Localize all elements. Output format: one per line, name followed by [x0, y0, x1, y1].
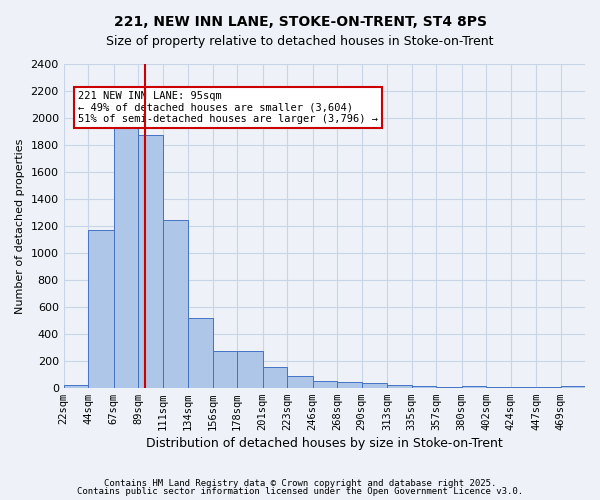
Bar	[313, 381, 337, 388]
Text: Contains HM Land Registry data © Crown copyright and database right 2025.: Contains HM Land Registry data © Crown c…	[104, 478, 496, 488]
Bar	[486, 387, 511, 388]
Y-axis label: Number of detached properties: Number of detached properties	[15, 138, 25, 314]
Bar	[287, 376, 313, 388]
Bar	[212, 350, 237, 388]
Text: Contains public sector information licensed under the Open Government Licence v3: Contains public sector information licen…	[77, 487, 523, 496]
Bar	[163, 220, 188, 388]
Text: 221, NEW INN LANE, STOKE-ON-TRENT, ST4 8PS: 221, NEW INN LANE, STOKE-ON-TRENT, ST4 8…	[113, 15, 487, 29]
Bar	[88, 230, 113, 388]
Text: 221 NEW INN LANE: 95sqm
← 49% of detached houses are smaller (3,604)
51% of semi: 221 NEW INN LANE: 95sqm ← 49% of detache…	[78, 91, 378, 124]
Bar	[263, 367, 287, 388]
Bar	[362, 383, 387, 388]
Bar	[237, 352, 263, 388]
Bar	[461, 386, 486, 388]
Bar	[436, 387, 461, 388]
Bar	[64, 385, 88, 388]
Bar	[188, 318, 212, 388]
Bar	[337, 382, 362, 388]
Bar	[412, 386, 436, 388]
X-axis label: Distribution of detached houses by size in Stoke-on-Trent: Distribution of detached houses by size …	[146, 437, 503, 450]
Bar	[387, 385, 412, 388]
Bar	[138, 136, 163, 388]
Text: Size of property relative to detached houses in Stoke-on-Trent: Size of property relative to detached ho…	[106, 35, 494, 48]
Bar	[560, 386, 585, 388]
Bar	[113, 124, 138, 388]
